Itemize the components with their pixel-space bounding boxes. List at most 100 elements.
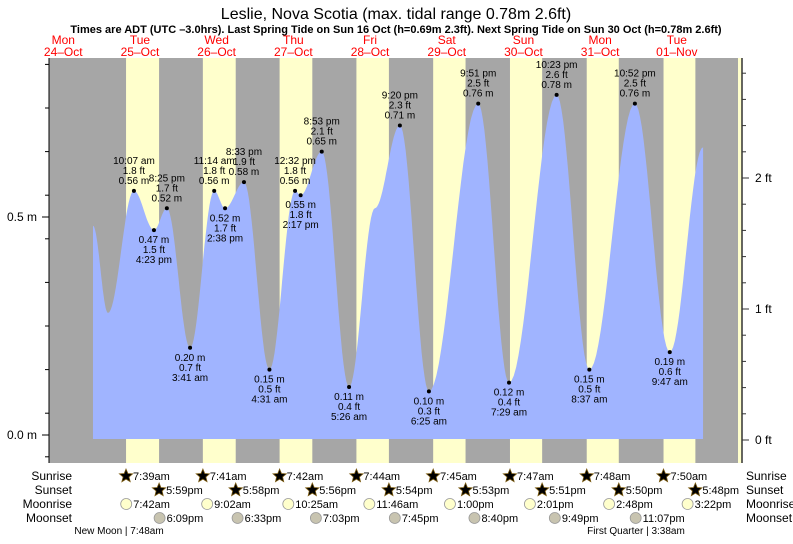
tide-label-ft: 0.6 ft bbox=[659, 367, 681, 378]
sunrise-time: 7:39am bbox=[133, 471, 170, 483]
sunset-star-icon bbox=[381, 481, 397, 497]
sunset-time: 5:59pm bbox=[166, 485, 203, 497]
moonrise-time: 2:48pm bbox=[616, 499, 653, 511]
day-label-dow: Tue bbox=[667, 33, 688, 47]
tide-label-m: 0.55 m bbox=[285, 200, 316, 211]
day-label-date: 30–Oct bbox=[504, 45, 543, 59]
chart-subtitle: Times are ADT (UTC –3.0hrs). Last Spring… bbox=[70, 24, 722, 36]
tide-label-time: 7:29 am bbox=[491, 408, 527, 419]
sunrise-time: 7:50am bbox=[671, 471, 708, 483]
high-tide-point bbox=[632, 101, 637, 106]
moonset-time: 8:40pm bbox=[481, 513, 518, 525]
left-tick-label: 0.0 m bbox=[7, 428, 37, 442]
day-label-date: 28–Oct bbox=[351, 45, 390, 59]
low-tide-point bbox=[151, 228, 156, 233]
tide-label-ft: 1.8 ft bbox=[123, 166, 145, 177]
high-tide-point bbox=[241, 180, 246, 185]
tide-label-ft: 1.8 ft bbox=[284, 166, 306, 177]
sunrise-star-icon bbox=[579, 467, 595, 483]
tide-label-ft: 0.5 ft bbox=[258, 385, 280, 396]
sunset-star-icon bbox=[228, 481, 244, 497]
tide-label-time: 8:37 am bbox=[571, 395, 607, 406]
tide-label-m: 0.71 m bbox=[385, 110, 416, 121]
tide-label-time: 10:52 pm bbox=[614, 69, 656, 80]
low-tide-point bbox=[426, 389, 431, 394]
tide-label-m: 0.15 m bbox=[254, 375, 285, 386]
low-tide-point bbox=[298, 193, 303, 198]
tide-label-m: 0.65 m bbox=[306, 137, 337, 148]
tide-label-time: 6:25 am bbox=[411, 416, 447, 427]
day-label-dow: Mon bbox=[52, 33, 75, 47]
sunset-star-icon bbox=[151, 481, 167, 497]
low-tide-point bbox=[667, 350, 672, 355]
tide-label-ft: 2.5 ft bbox=[467, 79, 489, 90]
day-label-date: 26–Oct bbox=[197, 45, 236, 59]
moonrise-time: 3:22pm bbox=[695, 499, 732, 511]
day-label-dow: Sat bbox=[438, 33, 457, 47]
tide-label-m: 0.58 m bbox=[229, 167, 260, 178]
tide-label-time: 10:07 am bbox=[113, 156, 155, 167]
moonrise-moon-icon bbox=[444, 498, 456, 510]
tide-label-time: 9:47 am bbox=[652, 377, 688, 388]
moonrise-moon-icon bbox=[282, 498, 295, 510]
sunrise-time: 7:45am bbox=[440, 471, 477, 483]
moonrise-row-label-left: Moonrise bbox=[23, 497, 73, 511]
moonset-time: 11:07pm bbox=[643, 513, 685, 525]
tide-label-m: 0.56 m bbox=[119, 176, 150, 187]
moonrise-moon-icon bbox=[363, 498, 376, 510]
tide-label-ft: 1.5 ft bbox=[143, 245, 165, 256]
sunrise-star-icon bbox=[118, 467, 134, 483]
sunrise-time: 7:44am bbox=[363, 471, 400, 483]
sunset-row-label-left: Sunset bbox=[35, 483, 73, 497]
low-tide-point bbox=[188, 345, 193, 350]
tide-label-m: 0.10 m bbox=[414, 396, 445, 407]
day-label-dow: Fri bbox=[363, 33, 377, 47]
tide-label-ft: 2.3 ft bbox=[389, 100, 411, 111]
sunset-star-icon bbox=[611, 481, 627, 497]
day-labels: Mon24–OctTue25–OctWed26–OctThu27–OctFri2… bbox=[44, 33, 698, 59]
tide-labels: 10:07 am1.8 ft0.56 m0.47 m1.5 ft4:23 pm8… bbox=[113, 60, 688, 427]
tide-label-ft: 0.3 ft bbox=[418, 406, 440, 417]
sunset-star-icon bbox=[304, 481, 321, 497]
sunset-time: 5:50pm bbox=[626, 485, 663, 497]
tide-label-m: 0.12 m bbox=[494, 388, 525, 399]
sunrise-time: 7:42am bbox=[287, 471, 324, 483]
tide-label-ft: 1.8 ft bbox=[290, 210, 312, 221]
sunrise-star-icon bbox=[502, 467, 518, 483]
tide-label-time: 9:51 pm bbox=[460, 69, 496, 80]
day-band bbox=[738, 58, 742, 463]
tide-label-ft: 1.7 ft bbox=[214, 223, 236, 234]
moonset-row-label-right: Moonset bbox=[746, 511, 793, 525]
sunrise-star-icon bbox=[272, 467, 288, 483]
tide-label-m: 0.52 m bbox=[152, 193, 183, 204]
tide-label-m: 0.78 m bbox=[541, 80, 572, 91]
low-tide-point bbox=[347, 385, 352, 390]
sunset-star-icon bbox=[534, 481, 550, 497]
moon-phase-label: New Moon | 7:48am bbox=[74, 526, 163, 537]
tide-label-time: 8:33 pm bbox=[226, 147, 262, 158]
tide-label-ft: 0.5 ft bbox=[578, 385, 600, 396]
sunrise-time: 7:48am bbox=[594, 471, 631, 483]
moonrise-moon-icon bbox=[603, 498, 615, 510]
tide-label-ft: 2.1 ft bbox=[311, 127, 333, 138]
sunset-time: 5:51pm bbox=[549, 485, 586, 497]
tide-label-time: 8:25 pm bbox=[149, 173, 185, 184]
tide-label-time: 2:17 pm bbox=[283, 220, 319, 231]
tide-label-m: 0.15 m bbox=[574, 375, 605, 386]
high-tide-point bbox=[131, 188, 136, 193]
moonrise-time: 10:25am bbox=[295, 499, 338, 511]
moonset-moon-icon bbox=[468, 512, 481, 524]
day-label-date: 24–Oct bbox=[44, 45, 83, 59]
sunrise-star-icon bbox=[655, 467, 672, 483]
day-label-dow: Sun bbox=[513, 33, 534, 47]
chart-title: Leslie, Nova Scotia (max. tidal range 0.… bbox=[221, 6, 571, 23]
tide-label-time: 2:38 pm bbox=[207, 233, 243, 244]
moonrise-time: 2:01pm bbox=[537, 499, 574, 511]
day-label-dow: Mon bbox=[588, 33, 611, 47]
high-tide-point bbox=[164, 206, 169, 211]
high-tide-point bbox=[212, 188, 217, 193]
tide-label-m: 0.52 m bbox=[210, 213, 241, 224]
tide-label-m: 0.19 m bbox=[654, 357, 685, 368]
right-tick-label: 0 ft bbox=[755, 433, 772, 447]
